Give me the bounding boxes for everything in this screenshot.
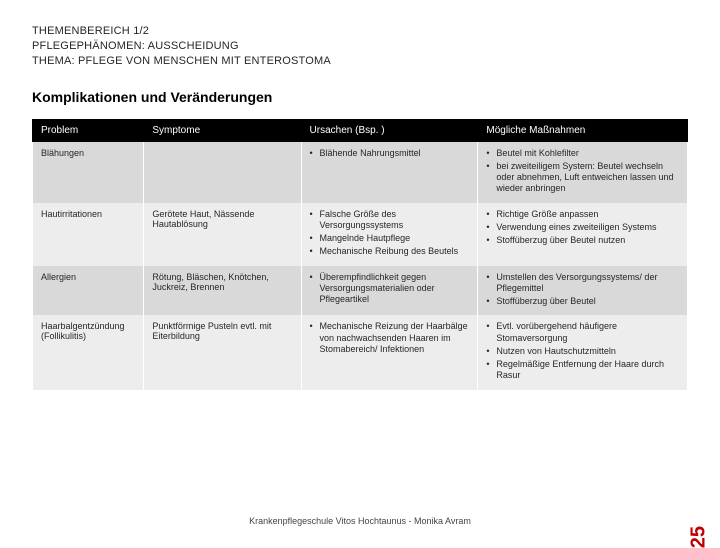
list-item: Evtl. vorübergehend häufigere Stomaverso… [486,321,679,344]
cell-ursachen: Falsche Größe des VersorgungssystemsMang… [301,203,478,266]
list-item: bei zweiteiligem System: Beutel wechseln… [486,161,679,195]
cell-symptome: Gerötete Haut, Nässende Hautablösung [144,203,301,266]
table-row: AllergienRötung, Bläschen, Knötchen, Juc… [33,266,688,316]
list-item: Blähende Nahrungsmittel [310,148,470,159]
cell-massnahmen: Beutel mit Kohlefilter bei zweiteiligem S… [478,141,688,203]
cell-symptome [144,141,301,203]
page-number: 25 [687,526,710,548]
section-title: Komplikationen und Veränderungen [32,89,688,105]
footer-text: Krankenpflegeschule Vitos Hochtaunus - M… [0,516,720,526]
cell-problem: Haarbalgentzündung (Follikulitis) [33,315,144,389]
list-item: Richtige Größe anpassen [486,209,679,220]
list-item: Überempfindlichkeit gegen Versorgungsmat… [310,272,470,306]
col-symptome: Symptome [144,119,301,141]
list-item: Umstellen des Versorgungssystems/ der Pf… [486,272,679,295]
slide-headings: THEMENBEREICH 1/2 PFLEGEPHÄNOMEN: AUSSCH… [32,24,688,69]
list-item: Nutzen von Hautschutzmitteln [486,346,679,357]
cell-massnahmen: Evtl. vorübergehend häufigere Stomaverso… [478,315,688,389]
list-item: Mechanische Reibung des Beutels [310,246,470,257]
col-ursachen: Ursachen (Bsp. ) [301,119,478,141]
list-item: Stoffüberzug über Beutel [486,296,679,307]
table-header-row: Problem Symptome Ursachen (Bsp. ) Möglic… [33,119,688,141]
cell-ursachen: Überempfindlichkeit gegen Versorgungsmat… [301,266,478,316]
cell-symptome: Punktförmige Pusteln evtl. mit Eiterbild… [144,315,301,389]
table-row: Blähungen Blähende Nahrungsmittel Beutel m… [33,141,688,203]
list-item: Verwendung eines zweiteiligen Systems [486,222,679,233]
cell-problem: Blähungen [33,141,144,203]
cell-problem: Hautirritationen [33,203,144,266]
cell-ursachen: Mechanische Reizung der Haarbälge von na… [301,315,478,389]
heading-line-1: THEMENBEREICH 1/2 [32,24,688,39]
cell-symptome: Rötung, Bläschen, Knötchen, Juckreiz, Br… [144,266,301,316]
complications-table: Problem Symptome Ursachen (Bsp. ) Möglic… [32,119,688,390]
list-item: Stoffüberzug über Beutel nutzen [486,235,679,246]
list-item: Beutel mit Kohlefilter [486,148,679,159]
table-row: HautirritationenGerötete Haut, Nässende … [33,203,688,266]
col-massnahmen: Mögliche Maßnahmen [478,119,688,141]
heading-line-2: PFLEGEPHÄNOMEN: AUSSCHEIDUNG [32,39,688,54]
cell-ursachen: Blähende Nahrungsmittel [301,141,478,203]
table-row: Haarbalgentzündung (Follikulitis)Punktfö… [33,315,688,389]
heading-line-3: THEMA: PFLEGE VON MENSCHEN MIT ENTEROSTO… [32,54,688,69]
col-problem: Problem [33,119,144,141]
cell-problem: Allergien [33,266,144,316]
list-item: Mangelnde Hautpflege [310,233,470,244]
list-item: Falsche Größe des Versorgungssystems [310,209,470,232]
cell-massnahmen: Richtige Größe anpassen Verwendung eines … [478,203,688,266]
cell-massnahmen: Umstellen des Versorgungssystems/ der Pf… [478,266,688,316]
list-item: Regelmäßige Entfernung der Haare durch R… [486,359,679,382]
list-item: Mechanische Reizung der Haarbälge von na… [310,321,470,355]
